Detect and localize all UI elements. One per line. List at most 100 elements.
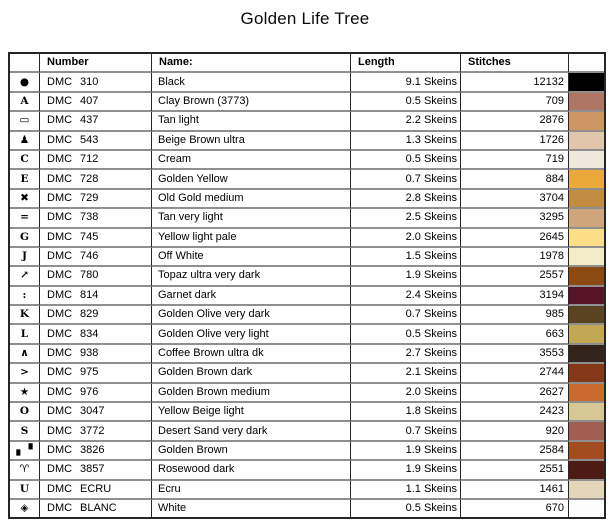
table-header-row: Number Name: Length Stitches	[10, 54, 604, 74]
color-name-cell: Topaz ultra very dark	[152, 267, 351, 287]
thread-code: 3826	[80, 444, 105, 456]
stitches-cell: 2876	[461, 112, 569, 132]
length-cell: 1.8 Skeins	[351, 403, 461, 423]
thread-code: 780	[80, 269, 99, 282]
brand-label: DMC	[47, 424, 73, 437]
brand-label: DMC	[47, 366, 73, 379]
brand-label: DMC	[47, 114, 73, 127]
color-swatch	[569, 209, 604, 229]
thread-number-cell: DMC 829	[40, 306, 152, 326]
table-row: > DMC 975 Golden Brown dark 2.1 Skeins 2744	[10, 364, 604, 384]
thread-number-cell: DMC 780	[40, 267, 152, 287]
length-cell: 1.3 Skeins	[351, 131, 461, 151]
table-row: ♈ DMC 3857 Rosewood dark 1.9 Skeins 2551	[10, 461, 604, 481]
color-name-cell: Golden Olive very dark	[152, 306, 351, 326]
stitch-symbol-cell: ✖	[10, 189, 40, 210]
stitch-symbol-cell: ▭	[10, 112, 40, 132]
length-cell: 1.5 Skeins	[351, 247, 461, 268]
table-row: ▖▝ DMC 3826 Golden Brown 1.9 Skeins 2584	[10, 441, 604, 462]
brand-label: DMC	[47, 230, 73, 243]
stitches-cell: 2423	[461, 403, 569, 423]
color-name-cell: Old Gold medium	[152, 189, 351, 210]
table-row: S DMC 3772 Desert Sand very dark 0.7 Skeins 9…	[10, 422, 604, 442]
thread-number-cell: DMC 814	[40, 286, 152, 307]
color-name-cell: Golden Brown dark	[152, 364, 351, 384]
color-swatch	[569, 403, 604, 423]
stitch-symbol-cell: ▖▝	[10, 441, 40, 462]
header-number: Number	[40, 54, 152, 74]
color-name-cell: Golden Olive very light	[152, 325, 351, 345]
thread-number-cell: DMC 712	[40, 150, 152, 171]
length-cell: 0.7 Skeins	[351, 422, 461, 442]
color-legend-table: Number Name: Length Stitches ● DMC 310 Blac…	[8, 52, 606, 520]
brand-label: DMC	[47, 463, 73, 476]
thread-code: 310	[80, 75, 99, 88]
brand-label: DMC	[47, 153, 73, 166]
table-row: J DMC 746 Off White 1.5 Skeins 1978	[10, 247, 604, 268]
color-name-cell: Black	[152, 73, 351, 93]
legend-table-body: ● DMC 310 Black 9.1 Skeins 12132 A DMC 407 Clay B…	[10, 73, 604, 518]
color-swatch	[569, 73, 604, 93]
stitch-symbol-cell: >	[10, 364, 40, 384]
brand-label: DMC	[47, 288, 73, 301]
table-row: ✖ DMC 729 Old Gold medium 2.8 Skeins 3704	[10, 189, 604, 210]
stitch-symbol-cell: E	[10, 170, 40, 190]
brand-label: DMC	[47, 444, 73, 456]
header-symbol	[10, 54, 40, 74]
color-name-cell: Tan very light	[152, 209, 351, 229]
length-cell: 2.5 Skeins	[351, 209, 461, 229]
brand-label: DMC	[47, 308, 73, 321]
thread-number-cell: DMC 975	[40, 364, 152, 384]
stitch-symbol-cell: ◈	[10, 499, 40, 518]
thread-number-cell: DMC 976	[40, 383, 152, 404]
table-row: O DMC 3047 Yellow Beige light 1.8 Skeins 2423	[10, 403, 604, 423]
stitch-symbol-cell: ●	[10, 73, 40, 93]
stitch-symbol-cell: G	[10, 228, 40, 248]
length-cell: 2.7 Skeins	[351, 344, 461, 365]
color-swatch	[569, 247, 604, 268]
length-cell: 2.4 Skeins	[351, 286, 461, 307]
brand-label: DMC	[47, 327, 73, 340]
color-name-cell: Beige Brown ultra	[152, 131, 351, 151]
thread-code: BLANC	[80, 502, 117, 515]
table-row: ★ DMC 976 Golden Brown medium 2.0 Skeins 2627	[10, 383, 604, 404]
thread-code: 938	[80, 347, 99, 360]
stitch-symbol-cell: O	[10, 403, 40, 423]
stitch-symbol-cell: ↗	[10, 267, 40, 287]
table-row: ◈ DMC BLANC White 0.5 Skeins 670	[10, 499, 604, 518]
stitches-cell: 2584	[461, 441, 569, 462]
length-cell: 2.0 Skeins	[351, 228, 461, 248]
color-swatch	[569, 480, 604, 500]
table-row: ▭ DMC 437 Tan light 2.2 Skeins 2876	[10, 112, 604, 132]
table-row: L DMC 834 Golden Olive very light 0.5 Skeins…	[10, 325, 604, 345]
stitches-cell: 12132	[461, 73, 569, 93]
thread-number-cell: DMC 3857	[40, 461, 152, 481]
length-cell: 0.7 Skeins	[351, 306, 461, 326]
thread-number-cell: DMC 3826	[40, 441, 152, 462]
thread-number-cell: DMC 729	[40, 189, 152, 210]
table-row: : DMC 814 Garnet dark 2.4 Skeins 3194	[10, 286, 604, 307]
color-swatch	[569, 112, 604, 132]
color-name-cell: Golden Brown medium	[152, 383, 351, 404]
color-swatch	[569, 325, 604, 345]
color-name-cell: Desert Sand very dark	[152, 422, 351, 442]
table-row: ♟ DMC 543 Beige Brown ultra 1.3 Skeins 1726	[10, 131, 604, 151]
thread-code: 3772	[80, 424, 105, 437]
thread-number-cell: DMC 407	[40, 92, 152, 113]
color-swatch	[569, 422, 604, 442]
thread-code: 746	[80, 250, 99, 263]
thread-code: 437	[80, 114, 99, 127]
stitches-cell: 670	[461, 499, 569, 518]
color-name-cell: Cream	[152, 150, 351, 171]
thread-code: 976	[80, 385, 99, 398]
length-cell: 1.9 Skeins	[351, 461, 461, 481]
color-swatch	[569, 383, 604, 404]
stitch-symbol-cell: ★	[10, 383, 40, 404]
stitches-cell: 3295	[461, 209, 569, 229]
brand-label: DMC	[47, 211, 73, 224]
brand-label: DMC	[47, 250, 73, 263]
thread-code: 543	[80, 133, 99, 146]
stitch-symbol-cell: S	[10, 422, 40, 442]
thread-number-cell: DMC 3047	[40, 403, 152, 423]
stitches-cell: 1978	[461, 247, 569, 268]
